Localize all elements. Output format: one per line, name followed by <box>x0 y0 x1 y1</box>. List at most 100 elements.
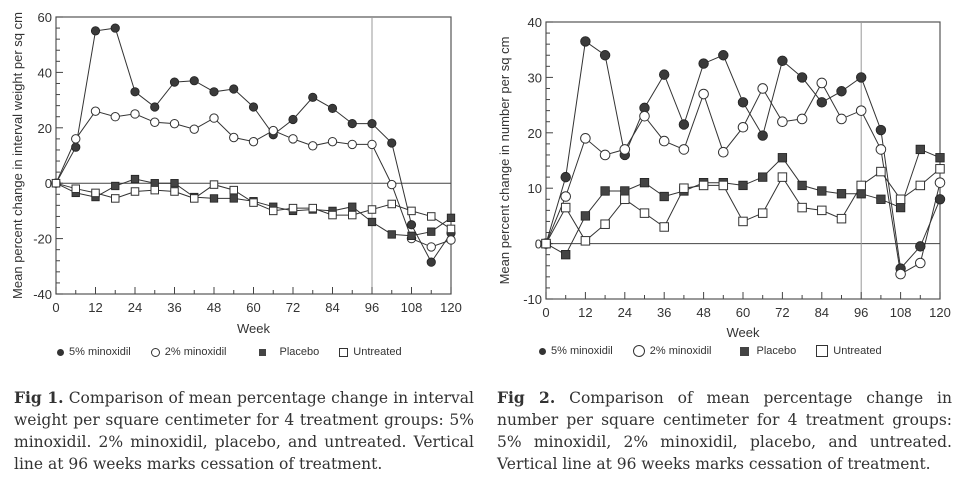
y-axis-title: Mean percent change in interval weight p… <box>10 12 25 299</box>
x-tick-label: 108 <box>890 305 912 320</box>
x-axis-title: Week <box>237 321 270 336</box>
data-point-untreated <box>190 194 199 203</box>
y-tick-label: 0 <box>45 176 52 191</box>
x-tick-label: 24 <box>618 305 632 320</box>
y-tick-label: 60 <box>38 10 52 25</box>
data-point-placebo <box>367 217 377 227</box>
x-tick-label: 96 <box>854 305 868 320</box>
data-point-5-minoxidil <box>915 241 926 252</box>
data-point-untreated <box>150 185 159 195</box>
open-circle-icon <box>632 345 645 357</box>
caption-text: Comparison of mean percentage change in … <box>14 389 475 473</box>
data-point-2-minoxidil <box>446 235 456 245</box>
data-point-placebo <box>620 186 630 196</box>
data-point-2-minoxidil <box>248 136 259 147</box>
data-point-placebo <box>209 194 219 203</box>
data-point-untreated <box>111 194 120 203</box>
fig2-legend: 5% minoxidil 2% minoxidil Placebo Untrea… <box>539 345 902 357</box>
data-point-untreated <box>895 194 906 205</box>
data-point-2-minoxidil <box>209 113 219 123</box>
data-point-untreated <box>659 222 669 232</box>
data-point-5-minoxidil <box>327 103 338 114</box>
data-point-untreated <box>856 180 866 191</box>
data-point-untreated <box>777 172 788 182</box>
data-point-placebo <box>170 179 179 188</box>
data-point-untreated <box>51 178 61 188</box>
legend-label: 5% minoxidil <box>551 345 613 357</box>
y-tick-label: 40 <box>528 15 542 30</box>
y-tick-label: 30 <box>528 70 542 85</box>
data-point-2-minoxidil <box>934 177 946 188</box>
filled-circle-icon <box>57 348 64 356</box>
data-point-5-minoxidil <box>580 36 591 47</box>
y-tick-label: 0 <box>535 237 542 252</box>
data-point-untreated <box>387 199 396 209</box>
fig2-caption: Fig 2. Comparison of mean percentage cha… <box>497 387 952 475</box>
x-tick-label: 60 <box>246 300 260 315</box>
x-tick-label: 60 <box>736 305 750 320</box>
data-point-untreated <box>757 208 768 218</box>
y-tick-label: 20 <box>38 121 52 136</box>
legend-label: 2% minoxidil <box>164 346 227 358</box>
data-point-5-minoxidil <box>406 220 417 230</box>
x-tick-label: 36 <box>167 300 181 315</box>
data-point-2-minoxidil <box>757 83 769 94</box>
data-point-2-minoxidil <box>367 139 377 150</box>
data-point-2-minoxidil <box>327 136 338 147</box>
data-point-untreated <box>679 183 689 193</box>
data-point-untreated <box>288 203 298 213</box>
data-point-untreated <box>407 206 416 216</box>
x-tick-label: 120 <box>440 300 462 315</box>
x-tick-label: 96 <box>365 300 379 315</box>
data-point-2-minoxidil <box>90 106 101 116</box>
data-point-5-minoxidil <box>934 194 946 205</box>
data-point-5-minoxidil <box>110 23 120 33</box>
series-line-2-minoxidil <box>545 81 941 275</box>
data-point-untreated <box>797 202 807 213</box>
x-tick-label: 0 <box>52 300 59 315</box>
data-point-2-minoxidil <box>698 88 709 100</box>
y-tick-label: -40 <box>33 287 52 302</box>
data-point-5-minoxidil <box>426 257 436 267</box>
data-point-5-minoxidil <box>658 69 670 80</box>
data-point-2-minoxidil <box>658 135 670 147</box>
data-point-untreated <box>427 212 436 221</box>
filled-square-icon <box>739 346 749 356</box>
data-point-placebo <box>738 180 748 191</box>
x-tick-label: 48 <box>696 305 710 320</box>
data-point-2-minoxidil <box>777 116 788 128</box>
data-point-untreated <box>915 180 926 191</box>
data-point-untreated <box>698 180 709 191</box>
data-point-untreated <box>620 194 630 205</box>
data-point-placebo <box>580 211 591 221</box>
data-point-2-minoxidil <box>915 257 926 269</box>
data-point-5-minoxidil <box>90 26 101 36</box>
data-point-2-minoxidil <box>737 121 749 133</box>
data-point-2-minoxidil <box>110 112 120 122</box>
x-tick-label: 72 <box>286 300 300 315</box>
data-point-untreated <box>446 224 456 234</box>
data-point-2-minoxidil <box>308 141 318 151</box>
legend-item-5pct: 5% minoxidil <box>57 346 131 358</box>
x-tick-label: 24 <box>128 300 142 315</box>
data-point-placebo <box>876 194 886 204</box>
data-point-2-minoxidil <box>816 77 828 89</box>
data-point-2-minoxidil <box>189 124 199 134</box>
data-point-placebo <box>817 186 827 196</box>
data-point-2-minoxidil <box>268 125 278 136</box>
figure-1: 0 12 24 36 48 60 72 84 96 108 120 -40 -20 0 20 40 60 Week… <box>10 10 475 473</box>
data-point-5-minoxidil <box>737 97 749 108</box>
x-axis-title: Week <box>727 325 760 340</box>
data-point-placebo <box>427 227 436 236</box>
data-point-placebo <box>895 202 906 213</box>
data-point-2-minoxidil <box>619 144 631 155</box>
caption-label: Fig 1. <box>14 388 64 407</box>
x-tick-label: 36 <box>657 305 671 320</box>
data-point-untreated <box>269 206 278 216</box>
plot-frame <box>55 16 452 295</box>
data-point-5-minoxidil <box>796 72 808 83</box>
data-point-placebo <box>758 172 768 182</box>
data-point-2-minoxidil <box>895 268 906 280</box>
data-point-5-minoxidil <box>367 119 377 129</box>
data-point-untreated <box>876 166 886 177</box>
